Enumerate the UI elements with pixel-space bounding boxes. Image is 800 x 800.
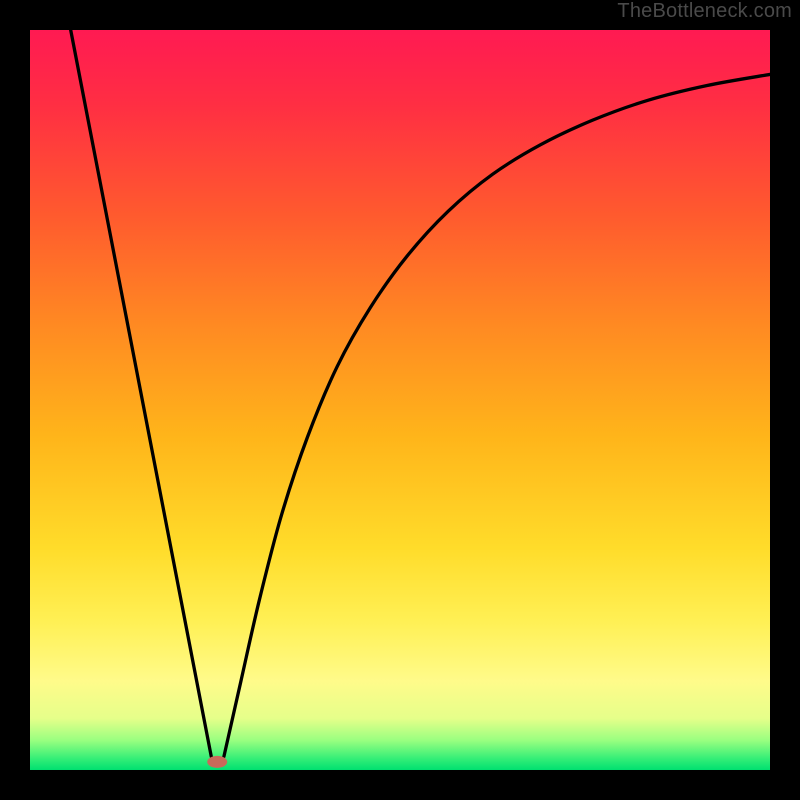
chart-frame: TheBottleneck.com xyxy=(0,0,800,800)
watermark-text: TheBottleneck.com xyxy=(617,0,792,23)
minimum-marker xyxy=(207,756,227,768)
bottleneck-chart xyxy=(30,30,770,770)
plot-area xyxy=(30,30,770,770)
